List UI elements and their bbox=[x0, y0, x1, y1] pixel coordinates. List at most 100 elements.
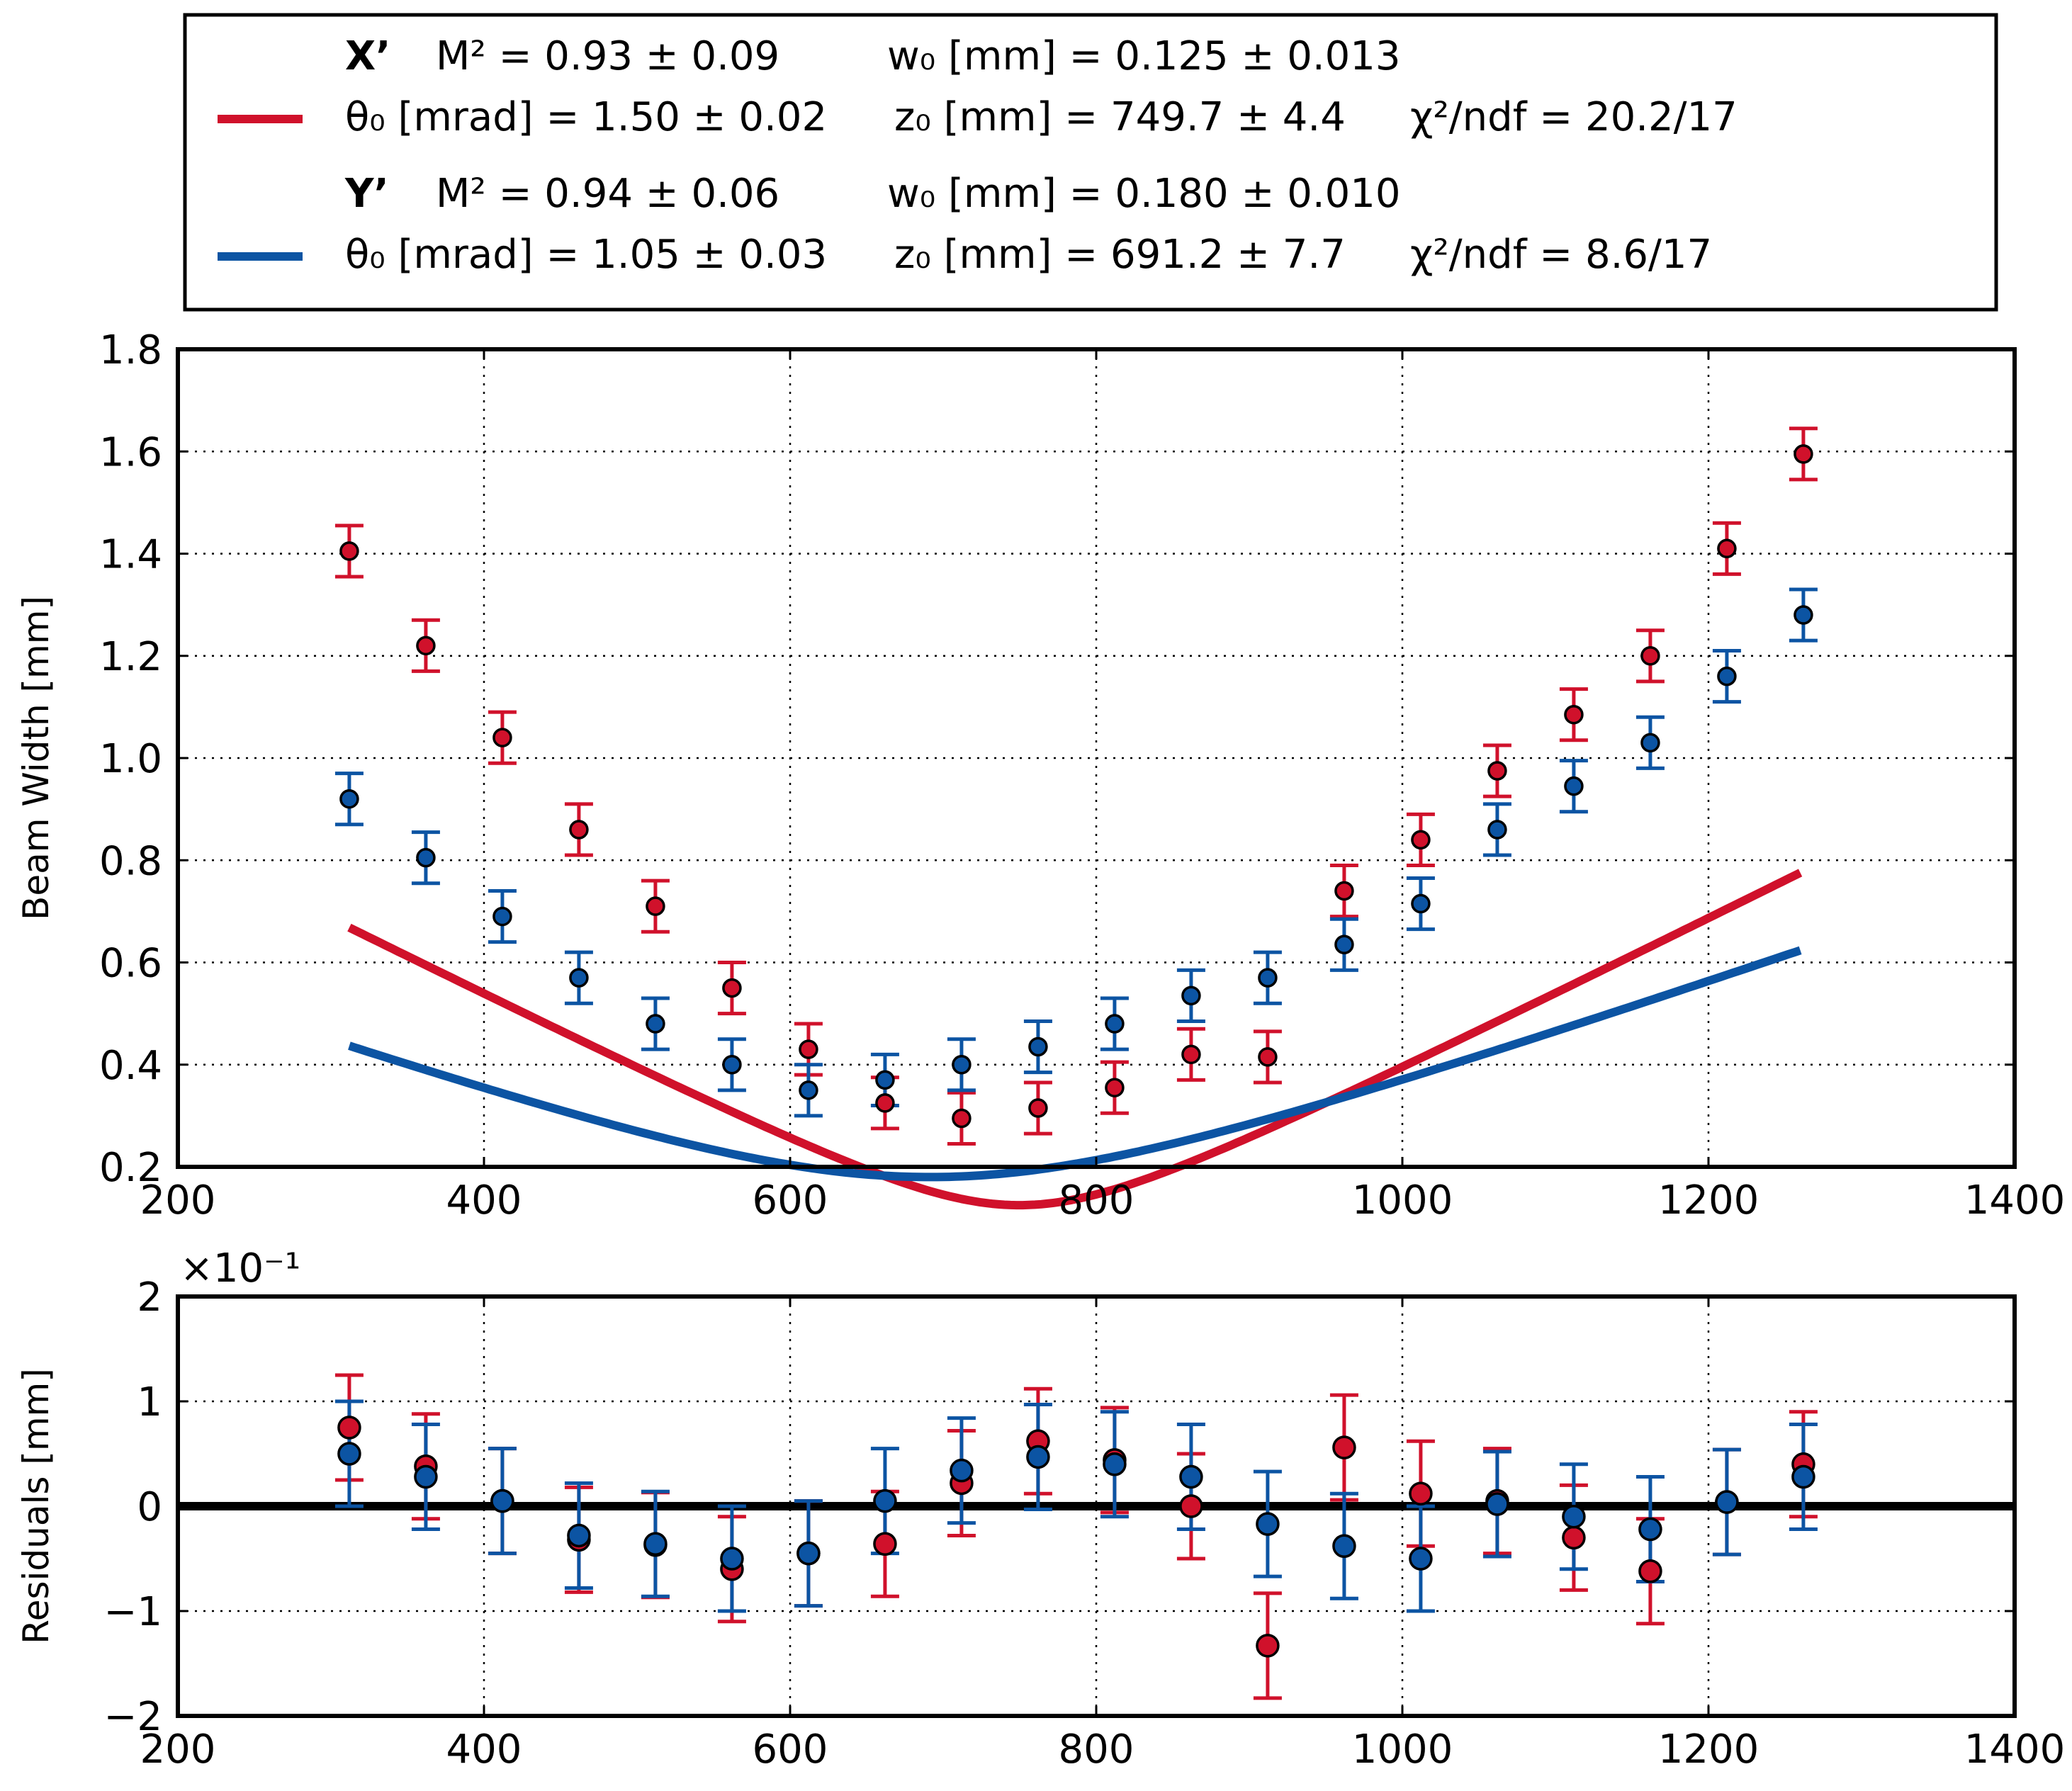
residual-offset-text: ×10⁻¹ bbox=[180, 1245, 300, 1292]
point-x bbox=[1564, 704, 1584, 725]
point-x bbox=[1562, 1525, 1586, 1550]
point-y bbox=[1105, 1014, 1125, 1034]
point-x bbox=[1638, 1559, 1662, 1583]
point-x bbox=[337, 1416, 361, 1440]
bottom-xtick-label: 1200 bbox=[1658, 1727, 1759, 1773]
point-y bbox=[1485, 1492, 1509, 1516]
top-xtick-label: 600 bbox=[753, 1177, 828, 1224]
top-xtick-label: 400 bbox=[446, 1177, 522, 1224]
legend-y-z0: z₀ [mm] = 691.2 ± 7.7 bbox=[894, 232, 1346, 278]
top-ytick-label: 0.8 bbox=[99, 838, 162, 884]
point-x bbox=[1411, 830, 1431, 850]
legend-x-z0: z₀ [mm] = 749.7 ± 4.4 bbox=[894, 94, 1346, 140]
legend-y-label: Y’ bbox=[344, 171, 389, 217]
top-ytick-label: 1.4 bbox=[99, 532, 162, 578]
point-x bbox=[1717, 538, 1737, 559]
point-y bbox=[1026, 1445, 1050, 1469]
legend-x-m2: M² = 0.93 ± 0.09 bbox=[436, 33, 779, 79]
bottom-ytick-label: −2 bbox=[103, 1694, 162, 1740]
point-x bbox=[339, 541, 359, 561]
point-y bbox=[1409, 1547, 1433, 1571]
point-y bbox=[1411, 893, 1431, 914]
top-ytick-label: 1.6 bbox=[99, 429, 162, 475]
point-y bbox=[1638, 1517, 1662, 1542]
top-data-points bbox=[334, 426, 1818, 1146]
point-x bbox=[1179, 1494, 1203, 1518]
point-y bbox=[643, 1532, 668, 1556]
point-x bbox=[1028, 1098, 1048, 1118]
top-ytick-label: 0.4 bbox=[99, 1043, 162, 1089]
point-y bbox=[1334, 934, 1354, 955]
point-y bbox=[952, 1055, 972, 1075]
point-x bbox=[1409, 1481, 1433, 1505]
bottom-ytick-label: 0 bbox=[137, 1484, 162, 1530]
point-y bbox=[875, 1070, 895, 1090]
fit-curve-x bbox=[347, 869, 1803, 1210]
top-ylabel: Beam Width [mm] bbox=[16, 596, 57, 920]
point-x bbox=[646, 896, 665, 916]
point-x bbox=[952, 1108, 972, 1129]
top-xtick-label: 800 bbox=[1059, 1177, 1134, 1224]
bottom-ytick-label: −1 bbox=[103, 1589, 162, 1635]
top-fit-curves bbox=[347, 869, 1803, 1210]
point-y bbox=[337, 1442, 361, 1466]
point-y bbox=[569, 968, 589, 988]
point-y bbox=[1332, 1534, 1356, 1558]
bottom-xtick-label: 400 bbox=[446, 1727, 522, 1773]
bottom-ytick-label: 1 bbox=[137, 1379, 162, 1425]
point-y bbox=[722, 1055, 742, 1075]
bottom-ytick-label: 2 bbox=[137, 1275, 162, 1321]
point-y bbox=[1562, 1505, 1586, 1529]
legend-y-w0: w₀ [mm] = 0.180 ± 0.010 bbox=[887, 171, 1401, 217]
point-y bbox=[339, 789, 359, 809]
top-ytick-label: 0.2 bbox=[99, 1145, 162, 1191]
point-y bbox=[1564, 776, 1584, 796]
point-x bbox=[1258, 1047, 1278, 1067]
point-y bbox=[490, 1488, 514, 1513]
point-y bbox=[646, 1014, 665, 1034]
top-ytick-label: 0.6 bbox=[99, 941, 162, 987]
beam-width-plot: 200 400 600 800 1000 1200 1400 0.2 0.4 0.6 0.8 1.0 1… bbox=[16, 327, 2065, 1224]
point-y bbox=[1640, 733, 1660, 753]
point-y bbox=[1791, 1464, 1815, 1489]
bottom-xtick-label: 1400 bbox=[1964, 1727, 2066, 1773]
legend-x-label: X’ bbox=[345, 33, 390, 79]
point-y bbox=[1181, 985, 1201, 1006]
top-xtick-label: 200 bbox=[140, 1177, 216, 1224]
point-y bbox=[416, 847, 436, 868]
point-y bbox=[1487, 820, 1507, 840]
bottom-xtick-label: 800 bbox=[1059, 1727, 1134, 1773]
point-y bbox=[1794, 605, 1813, 625]
top-ytick-label: 1.8 bbox=[99, 327, 162, 373]
point-y bbox=[1258, 968, 1278, 988]
point-y bbox=[567, 1523, 591, 1548]
fit-curve-y bbox=[348, 946, 1802, 1182]
bottom-axis-ticks: 200 400 600 800 1000 1200 1400 −2 −1 0 1 2 bbox=[103, 1275, 2065, 1773]
point-x bbox=[1640, 646, 1660, 666]
point-y bbox=[796, 1541, 821, 1566]
point-x bbox=[1181, 1044, 1201, 1065]
top-ytick-label: 1.2 bbox=[99, 634, 162, 680]
bottom-xtick-label: 1000 bbox=[1352, 1727, 1453, 1773]
point-x bbox=[492, 728, 512, 747]
legend-x-theta: θ₀ [mrad] = 1.50 ± 0.02 bbox=[345, 94, 827, 140]
legend-y-m2: M² = 0.94 ± 0.06 bbox=[436, 171, 779, 217]
point-x bbox=[1487, 761, 1507, 781]
point-x bbox=[1332, 1435, 1356, 1459]
legend-frame bbox=[183, 13, 1998, 312]
top-xtick-label: 1400 bbox=[1964, 1177, 2066, 1224]
legend-y-chi: χ²/ndf = 8.6/17 bbox=[1410, 232, 1712, 278]
point-y bbox=[799, 1080, 818, 1100]
point-y bbox=[950, 1458, 974, 1483]
top-ytick-label: 1.0 bbox=[99, 736, 162, 782]
point-y bbox=[873, 1488, 897, 1513]
bottom-ylabel: Residuals [mm] bbox=[16, 1368, 57, 1644]
top-grid bbox=[178, 349, 2015, 1167]
point-x bbox=[1105, 1078, 1125, 1097]
top-axis-ticks: 200 400 600 800 1000 1200 1400 0.2 0.4 0.6 0.8 1.0 1… bbox=[99, 327, 2065, 1224]
legend: X’ M² = 0.93 ± 0.09 w₀ [mm] = 0.125 ± 0.… bbox=[183, 13, 1998, 312]
point-y bbox=[1103, 1452, 1127, 1476]
point-x bbox=[799, 1039, 818, 1059]
top-xtick-label: 1200 bbox=[1658, 1177, 1759, 1224]
